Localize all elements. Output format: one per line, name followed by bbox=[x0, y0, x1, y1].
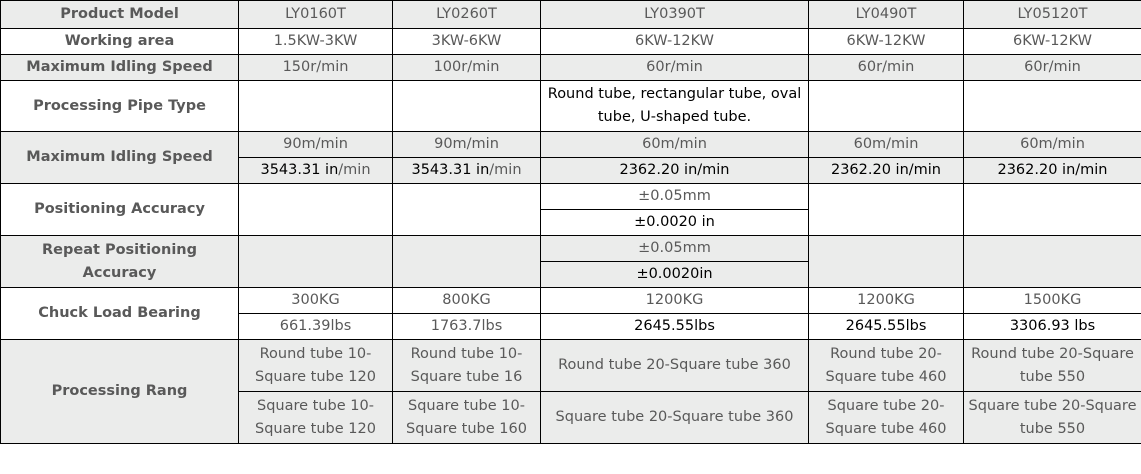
row-label: Processing Rang bbox=[0, 339, 239, 444]
table-cell bbox=[392, 183, 541, 236]
table-cell bbox=[392, 80, 541, 132]
table-cell: 3543.31 in/min bbox=[238, 157, 393, 184]
table-cell: 2362.20 in/min bbox=[808, 157, 964, 184]
table-cell: 2362.20 in/min bbox=[963, 157, 1141, 184]
table-cell bbox=[392, 235, 541, 288]
table-cell: ±0.0020in bbox=[540, 261, 809, 288]
table-cell: Round tube 10-Square tube 16 bbox=[392, 339, 541, 392]
row-label: Processing Pipe Type bbox=[0, 80, 239, 132]
table-cell bbox=[808, 235, 964, 288]
table-cell: Round tube 20-Square tube 460 bbox=[808, 339, 964, 392]
table-cell: 1.5KW-3KW bbox=[238, 28, 393, 55]
table-cell bbox=[238, 80, 393, 132]
table-cell bbox=[238, 183, 393, 236]
table-cell: Round tube, rectangular tube, oval tube,… bbox=[540, 80, 809, 132]
table-cell: 1763.7lbs bbox=[392, 313, 541, 340]
table-cell: 1500KG bbox=[963, 287, 1141, 314]
table-cell: 6KW-12KW bbox=[963, 28, 1141, 55]
table-cell: ±0.05mm bbox=[540, 235, 809, 262]
table-row: Processing Pipe Type Round tube, rectangu… bbox=[0, 80, 1141, 132]
table-cell: 800KG bbox=[392, 287, 541, 314]
table-cell: 6KW-12KW bbox=[808, 28, 964, 55]
table-cell bbox=[963, 235, 1141, 288]
table-row: 3543.31 in/min 3543.31 in/min 2362.20 in/m… bbox=[1, 157, 1141, 184]
table-cell: Round tube 20-Square tube 360 bbox=[540, 339, 809, 392]
table-cell: 60r/min bbox=[963, 54, 1141, 81]
row-label: Positioning Accuracy bbox=[0, 183, 239, 236]
table-row: Processing Rang Round tube 10-Square tube… bbox=[0, 339, 1141, 444]
table-cell: ±0.05mm bbox=[540, 183, 809, 210]
model-header: LY0160T bbox=[238, 0, 393, 29]
table-cell: 3306.93 lbs bbox=[963, 313, 1141, 340]
table-cell: 300KG bbox=[238, 287, 393, 314]
table-cell bbox=[808, 183, 964, 236]
table-cell: ±0.0020 in bbox=[540, 209, 809, 236]
table-row: Repeat Positioning Accuracy ±0.05mm bbox=[0, 235, 1141, 288]
row-label: Repeat Positioning Accuracy bbox=[0, 235, 239, 288]
table-cell: Square tube 20-Square tube 360 bbox=[540, 391, 809, 444]
table-cell: 6KW-12KW bbox=[540, 28, 809, 55]
table-cell: 150r/min bbox=[238, 54, 393, 81]
table-cell: Round tube 10-Square tube 120 bbox=[238, 339, 393, 392]
model-header: LY05120T bbox=[963, 0, 1141, 29]
table-cell: Square tube 20-Square tube 460 bbox=[808, 391, 964, 444]
table-cell: 1200KG bbox=[540, 287, 809, 314]
table-cell bbox=[238, 235, 393, 288]
table-cell: Square tube 10-Square tube 160 bbox=[392, 391, 541, 444]
model-header: LY0390T bbox=[540, 0, 809, 29]
table-row: ±0.0020 in bbox=[1, 209, 1141, 236]
table-row: Positioning Accuracy ±0.05mm bbox=[0, 183, 1141, 236]
row-label: Maximum Idling Speed bbox=[0, 131, 239, 184]
table-cell bbox=[963, 80, 1141, 132]
table-cell: 60r/min bbox=[540, 54, 809, 81]
table-row: Working area 1.5KW-3KW 3KW-6KW 6KW-12KW 6KW-… bbox=[0, 28, 1141, 55]
table-cell: 2645.55lbs bbox=[808, 313, 964, 340]
table-cell: 3KW-6KW bbox=[392, 28, 541, 55]
table-row: Chuck Load Bearing 300KG 800KG 1200KG 1200KG… bbox=[0, 287, 1141, 340]
table-row: ±0.0020in bbox=[1, 261, 1141, 288]
row-label: Maximum Idling Speed bbox=[0, 54, 239, 81]
table-cell: 100r/min bbox=[392, 54, 541, 81]
table-cell: 60m/min bbox=[808, 131, 964, 158]
table-cell: 661.39lbs bbox=[238, 313, 393, 340]
table-cell: 60m/min bbox=[963, 131, 1141, 158]
row-label: Chuck Load Bearing bbox=[0, 287, 239, 340]
table-cell bbox=[963, 183, 1141, 236]
table-cell: 90m/min bbox=[392, 131, 541, 158]
table-cell: Square tube 20-Square tube 550 bbox=[963, 391, 1141, 444]
table-cell: 90m/min bbox=[238, 131, 393, 158]
table-cell: Square tube 10-Square tube 120 bbox=[238, 391, 393, 444]
table-cell: 60m/min bbox=[540, 131, 809, 158]
header-row: Product Model LY0160T LY0260T LY0390T LY0490… bbox=[0, 0, 1141, 29]
table-cell: 2645.55lbs bbox=[540, 313, 809, 340]
table-cell: 2362.20 in/min bbox=[540, 157, 809, 184]
table-cell: 60r/min bbox=[808, 54, 964, 81]
table-cell: 1200KG bbox=[808, 287, 964, 314]
row-label: Product Model bbox=[0, 0, 239, 29]
table-row: Maximum Idling Speed 90m/min 90m/min 60m/mi… bbox=[0, 131, 1141, 184]
table-row: Maximum Idling Speed 150r/min 100r/min 60r/… bbox=[0, 54, 1141, 81]
row-label: Working area bbox=[0, 28, 239, 55]
table-cell: Round tube 20-Square tube 550 bbox=[963, 339, 1141, 392]
table-cell: 3543.31 in/min bbox=[392, 157, 541, 184]
table-cell bbox=[808, 80, 964, 132]
spec-table: Product Model LY0160T LY0260T LY0390T LY0490… bbox=[0, 0, 1141, 444]
model-header: LY0260T bbox=[392, 0, 541, 29]
model-header: LY0490T bbox=[808, 0, 964, 29]
